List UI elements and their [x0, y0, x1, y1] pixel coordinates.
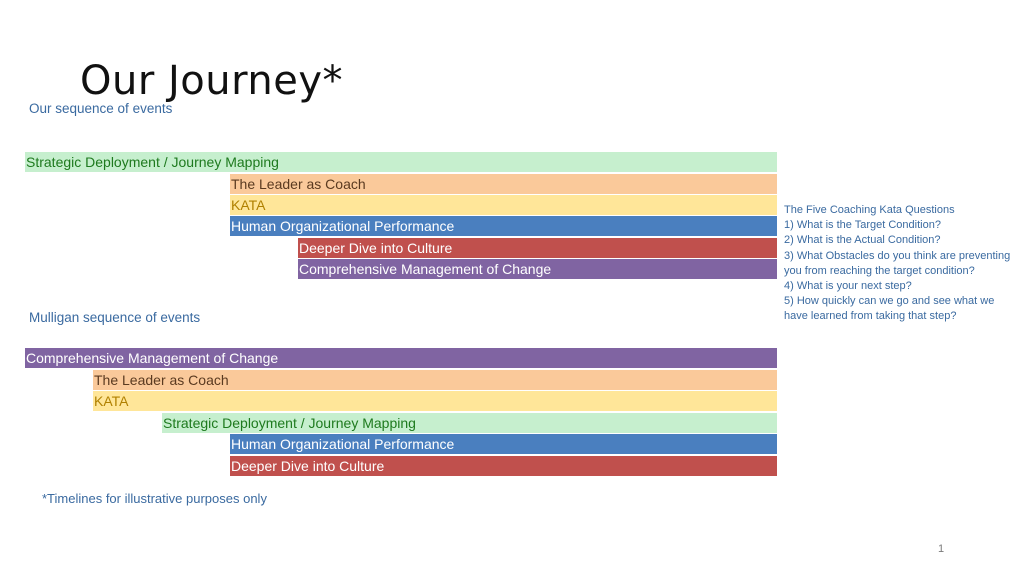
slide-title: Our Journey* — [80, 58, 343, 104]
question-item-5: 5) How quickly can we go and see what we… — [784, 295, 995, 323]
mulligan-bar-management-of-change: Comprehensive Management of Change — [25, 348, 777, 368]
question-item-3: 3) What Obstacles do you think are preve… — [784, 249, 1011, 277]
mulligan-bar-leader-as-coach: The Leader as Coach — [93, 370, 777, 390]
question-item-2: 2) What is the Actual Condition? — [784, 234, 941, 247]
mulligan-bar-human-organizational-performance: Human Organizational Performance — [230, 434, 777, 454]
coaching-kata-questions: The Five Coaching Kata Questions 1) What… — [784, 203, 1016, 325]
mulligan-bar-strategic-deployment: Strategic Deployment / Journey Mapping — [162, 413, 777, 433]
our-bar-strategic-deployment: Strategic Deployment / Journey Mapping — [25, 152, 777, 172]
mulligan-sequence-label: Mulligan sequence of events — [29, 310, 201, 325]
page-number: 1 — [938, 543, 945, 555]
mulligan-bar-deeper-dive-culture: Deeper Dive into Culture — [230, 456, 777, 476]
our-bar-management-of-change: Comprehensive Management of Change — [298, 259, 777, 279]
questions-heading: The Five Coaching Kata Questions — [784, 204, 955, 216]
our-bar-kata: KATA — [230, 195, 777, 215]
question-item-4: 4) What is your next step? — [784, 280, 912, 293]
question-item-1: 1) What is the Target Condition? — [784, 219, 941, 232]
our-bar-leader-as-coach: The Leader as Coach — [230, 174, 777, 194]
footnote: *Timelines for illustrative purposes onl… — [42, 491, 267, 506]
our-sequence-label: Our sequence of events — [29, 101, 173, 116]
mulligan-bar-kata: KATA — [93, 391, 777, 411]
our-bar-human-organizational-performance: Human Organizational Performance — [230, 216, 777, 236]
our-bar-deeper-dive-culture: Deeper Dive into Culture — [298, 238, 777, 258]
